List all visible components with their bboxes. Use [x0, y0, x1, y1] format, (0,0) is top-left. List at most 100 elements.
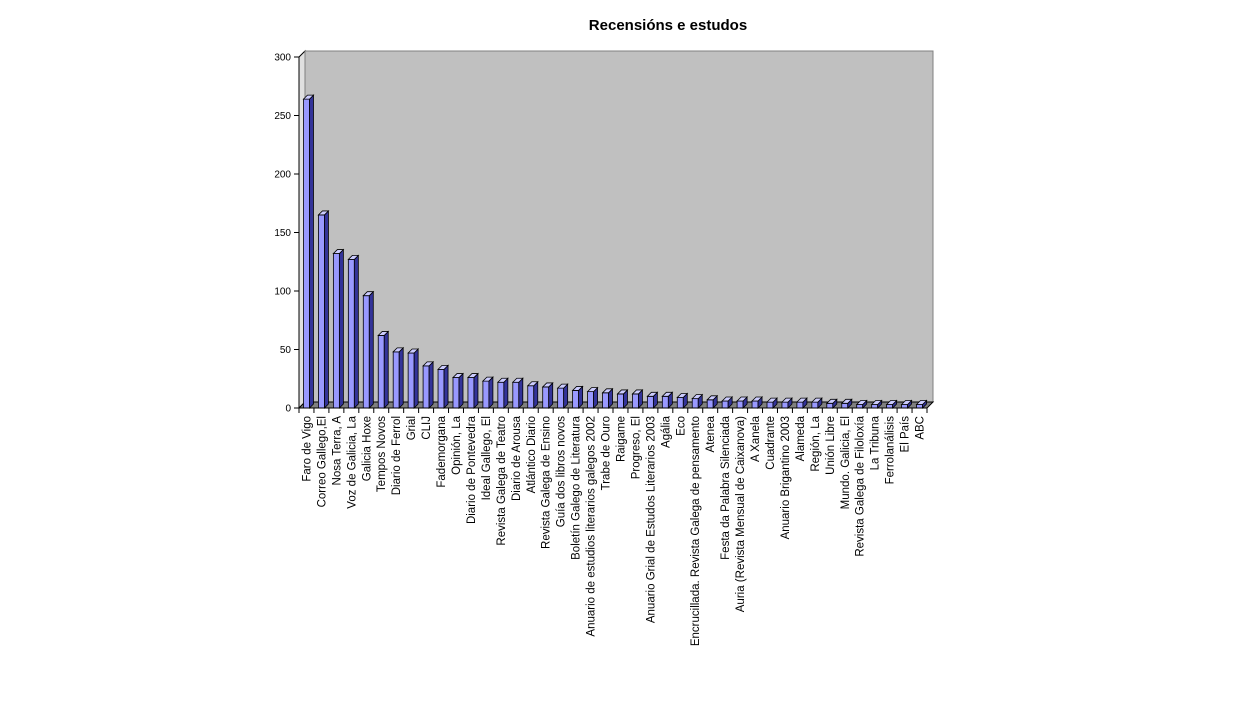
bar-front: [886, 404, 894, 409]
bar: [601, 387, 614, 409]
bar: [347, 254, 360, 409]
x-tick-label: Anuario de estudios literarios galegos 2…: [586, 416, 598, 637]
bar-front: [332, 253, 340, 409]
bar: [302, 94, 315, 409]
bar-top: [302, 94, 315, 100]
y-axis: 0 50 100 150 200 250 300: [274, 53, 300, 415]
y-tick-label: 100: [274, 287, 291, 298]
x-tick-label: Faro de Vigo: [301, 416, 313, 482]
bar-top: [691, 394, 704, 400]
x-tick-label: Eco: [675, 416, 687, 436]
x-tick-label: La Tribuna: [870, 415, 882, 470]
bar-top: [362, 291, 375, 297]
bar-front: [916, 404, 923, 409]
bar-top: [481, 376, 494, 382]
bar-top: [885, 400, 898, 405]
x-tick-label: Diario de Pontevedra: [466, 415, 478, 524]
bar-front: [452, 377, 460, 409]
bar: [586, 386, 599, 409]
x-tick-label: Encrucillada. Revista Galega de pensamen…: [690, 416, 702, 646]
bar-front: [901, 404, 908, 409]
x-tick-label: Anuario Grial de Estudos Literarios 2003: [645, 416, 657, 623]
bar-front: [347, 259, 355, 409]
bar-top: [915, 400, 928, 405]
x-tick-label: Fademorgana: [436, 415, 448, 487]
bar: [362, 290, 375, 409]
bar: [751, 396, 764, 409]
bar-top: [676, 393, 689, 398]
bar-front: [691, 398, 699, 409]
bar-front: [407, 352, 415, 409]
bar-front: [721, 400, 729, 409]
bar-front: [676, 397, 684, 409]
bar-top: [392, 347, 405, 353]
bar-top: [631, 389, 644, 395]
bar-front: [632, 393, 639, 409]
bar: [466, 372, 479, 409]
x-tick-label: Anuario Brigantino 2003: [780, 416, 792, 539]
x-tick-label: Raigame: [615, 416, 627, 462]
bar-front: [482, 380, 490, 409]
bar: [810, 397, 823, 409]
bar-top: [646, 391, 659, 397]
x-tick-label: CLIJ: [421, 416, 433, 440]
chart-title: Recensións e estudos: [588, 17, 748, 34]
bar-front: [736, 400, 744, 409]
bar: [407, 348, 420, 409]
bar-top: [317, 210, 330, 216]
bar: [855, 399, 868, 409]
bar-top: [511, 377, 524, 383]
bar-front: [661, 395, 669, 409]
x-tick-label: Opinión, La: [451, 415, 463, 474]
x-tick-label: Revista Galega de Filoloxía: [855, 415, 867, 556]
x-tick-label: Agália: [660, 415, 672, 448]
bar-front: [587, 391, 594, 409]
bar-front: [856, 404, 864, 409]
bar: [706, 394, 719, 409]
bar-front: [751, 400, 759, 409]
bar-top: [751, 396, 764, 402]
bar: [541, 381, 554, 409]
bar-front: [617, 393, 624, 409]
bar-side: [503, 377, 509, 409]
x-tick-label: Atenea: [705, 415, 717, 452]
bar-front: [572, 390, 580, 409]
bar-top: [766, 397, 778, 403]
y-tick-label: 0: [285, 404, 291, 415]
bar-top: [422, 361, 435, 367]
bar-front: [781, 401, 789, 409]
bar-side: [443, 364, 449, 409]
bar-side: [518, 377, 524, 409]
bar: [452, 372, 464, 409]
x-tick-label: Boletín Galego de Literatura: [571, 415, 583, 559]
bar-front: [377, 335, 385, 409]
bar-top: [332, 249, 345, 254]
x-tick-label: Ferrolanálisis: [885, 416, 897, 485]
bar-front: [542, 386, 550, 409]
bars: [302, 94, 928, 409]
bar-front: [602, 392, 609, 409]
x-tick-label: Atlántico Diario: [526, 416, 538, 493]
x-tick-label: Festa da Palabra Silenciada: [720, 415, 732, 559]
bar-top: [736, 396, 749, 402]
bar: [332, 248, 345, 409]
bar-top: [855, 400, 868, 405]
bar: [646, 391, 659, 409]
bar-front: [527, 385, 535, 409]
bar-top: [407, 348, 420, 354]
bar-front: [706, 399, 714, 409]
bar-top: [601, 388, 614, 394]
bar-front: [467, 377, 475, 409]
bar: [422, 360, 435, 409]
bar-side: [458, 372, 464, 409]
bar-top: [840, 398, 853, 404]
y-tick-label: 300: [274, 53, 291, 64]
x-tick-label: A Xanela: [750, 415, 762, 462]
bar-top: [347, 255, 360, 260]
y-tick-label: 250: [274, 111, 291, 122]
bar-front: [422, 365, 430, 409]
bar-top: [706, 395, 719, 401]
y-tick-label: 200: [274, 170, 291, 181]
bar-side: [309, 94, 314, 409]
bar-front: [796, 401, 804, 409]
